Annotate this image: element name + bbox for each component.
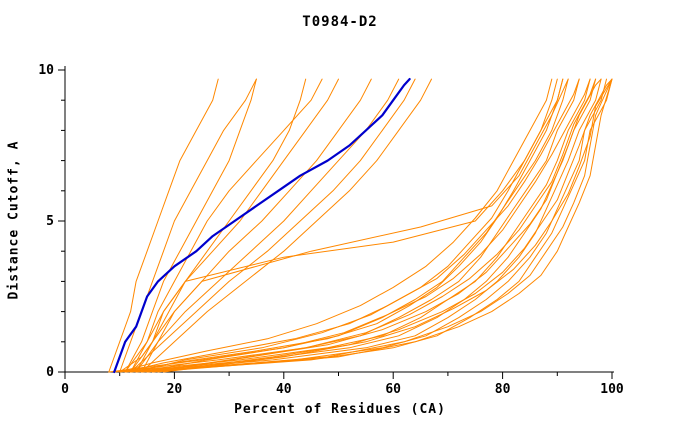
- series-model-09: [130, 78, 416, 373]
- series-model-29: [157, 78, 613, 373]
- x-tick-label: 100: [600, 382, 624, 397]
- series-model-13: [108, 78, 569, 373]
- series-model-01: [108, 78, 219, 373]
- y-tick-label: 5: [46, 214, 54, 229]
- series-model-05: [119, 78, 307, 373]
- x-tick-label: 60: [385, 382, 401, 397]
- series-model-22: [130, 78, 564, 373]
- series-model-28: [152, 78, 602, 373]
- series-model-27: [146, 78, 597, 373]
- series-model-25: [135, 78, 580, 373]
- series-model-24: [119, 78, 553, 373]
- series-model-21: [152, 78, 613, 373]
- series-model-16: [124, 78, 597, 373]
- series-model-08: [135, 78, 400, 373]
- series-model-17: [130, 78, 602, 373]
- series-model-11: [135, 78, 564, 373]
- y-tick-label: 0: [46, 365, 54, 380]
- series-model-15: [119, 78, 591, 373]
- series-model-03: [124, 78, 257, 373]
- x-tick-label: 40: [276, 382, 292, 397]
- chart-title: T0984-D2: [302, 14, 378, 30]
- series-model-12: [141, 78, 569, 373]
- series-model-18: [135, 78, 607, 373]
- series-model-23: [124, 78, 558, 373]
- series-model-07: [130, 78, 372, 373]
- x-tick-label: 80: [495, 382, 511, 397]
- series-model-26: [141, 78, 591, 373]
- series-best-model-highlight: [113, 77, 411, 374]
- series-model-20: [146, 78, 613, 373]
- series-model-06: [124, 78, 339, 373]
- series-model-14: [113, 78, 580, 373]
- x-tick-label: 20: [167, 382, 183, 397]
- series-model-10: [141, 78, 432, 373]
- x-axis-label: Percent of Residues (CA): [234, 402, 446, 417]
- series-model-30: [163, 78, 613, 373]
- x-tick-label: 0: [61, 382, 69, 397]
- y-axis-label: Distance Cutoff, A: [6, 140, 22, 300]
- y-tick-label: 10: [38, 63, 54, 78]
